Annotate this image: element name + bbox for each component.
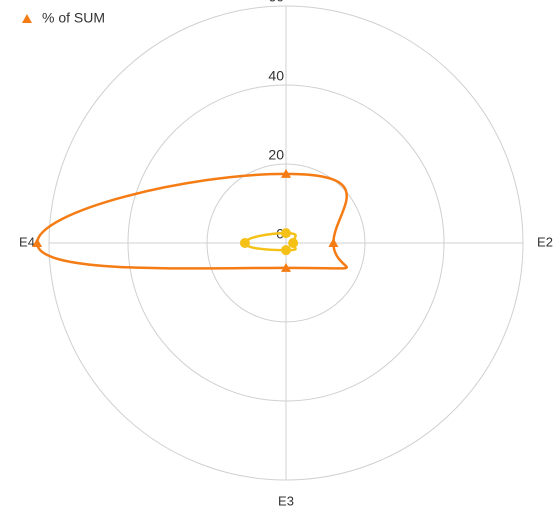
legend-marker	[22, 14, 32, 23]
r-tick-label: 20	[268, 147, 284, 163]
marker	[32, 238, 43, 247]
marker	[281, 262, 291, 272]
r-tick-label: 60	[268, 0, 284, 5]
marker	[288, 238, 299, 248]
marker	[239, 238, 250, 248]
category-label: E4	[19, 234, 35, 249]
marker	[328, 238, 339, 247]
marker	[281, 245, 291, 256]
legend-label: % of SUM	[42, 10, 105, 26]
marker	[281, 168, 291, 178]
r-tick-label: 40	[268, 68, 284, 84]
category-label: E2	[537, 234, 553, 249]
series-line	[35, 172, 348, 270]
marker	[281, 228, 291, 239]
category-label: E3	[278, 493, 294, 508]
